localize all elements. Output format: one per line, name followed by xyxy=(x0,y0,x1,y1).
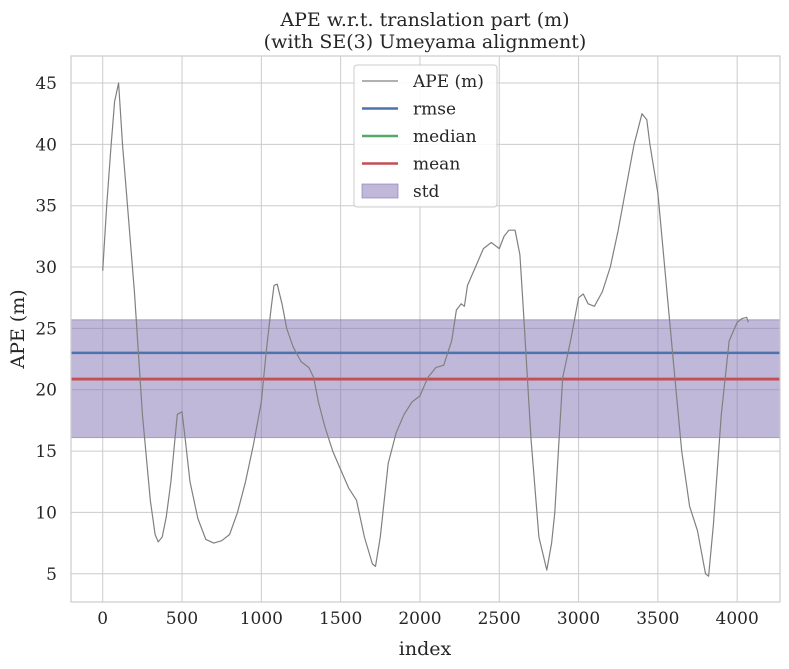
legend: APE (m) rmse median mean std xyxy=(353,64,498,208)
y-tick-label: 10 xyxy=(35,503,57,523)
y-tick-label: 25 xyxy=(35,319,57,339)
y-tick-label: 15 xyxy=(35,442,57,462)
x-tick-label: 0 xyxy=(97,609,108,629)
stat-lines-layer xyxy=(71,351,780,381)
x-tick-label: 1500 xyxy=(319,609,362,629)
y-tick-label: 35 xyxy=(35,197,57,217)
y-axis-label: APE (m) xyxy=(7,289,29,369)
legend-box xyxy=(353,64,498,208)
legend-label: rmse xyxy=(413,100,456,120)
legend-label: median xyxy=(413,127,477,147)
x-tick-label: 3500 xyxy=(636,609,679,629)
y-tick-label: 45 xyxy=(35,74,57,94)
legend-label: mean xyxy=(413,155,460,175)
legend-swatch-std xyxy=(361,183,399,199)
y-tick-label: 40 xyxy=(35,135,57,155)
ape-series-line xyxy=(102,82,749,577)
y-tick-label: 20 xyxy=(35,381,57,401)
tick-labels: 0 500 1000 1500 2000 2500 3000 3500 4000 5 10 15 20 2… xyxy=(35,74,758,629)
y-tick-label: 30 xyxy=(35,258,57,278)
y-tick-label: 5 xyxy=(46,565,57,585)
x-tick-label: 3000 xyxy=(557,609,600,629)
plot-frame xyxy=(70,55,781,603)
x-tick-label: 2500 xyxy=(478,609,521,629)
x-tick-label: 500 xyxy=(166,609,198,629)
x-tick-label: 4000 xyxy=(716,609,759,629)
legend-label: APE (m) xyxy=(412,72,484,92)
x-axis-label: index xyxy=(399,638,452,660)
x-tick-label: 2000 xyxy=(398,609,441,629)
series-layer xyxy=(102,82,749,577)
chart-title-line-1: APE w.r.t. translation part (m) xyxy=(279,9,569,31)
legend-label: std xyxy=(413,182,440,202)
x-tick-label: 1000 xyxy=(240,609,283,629)
chart-title-line-2: (with SE(3) Umeyama alignment) xyxy=(264,31,587,53)
